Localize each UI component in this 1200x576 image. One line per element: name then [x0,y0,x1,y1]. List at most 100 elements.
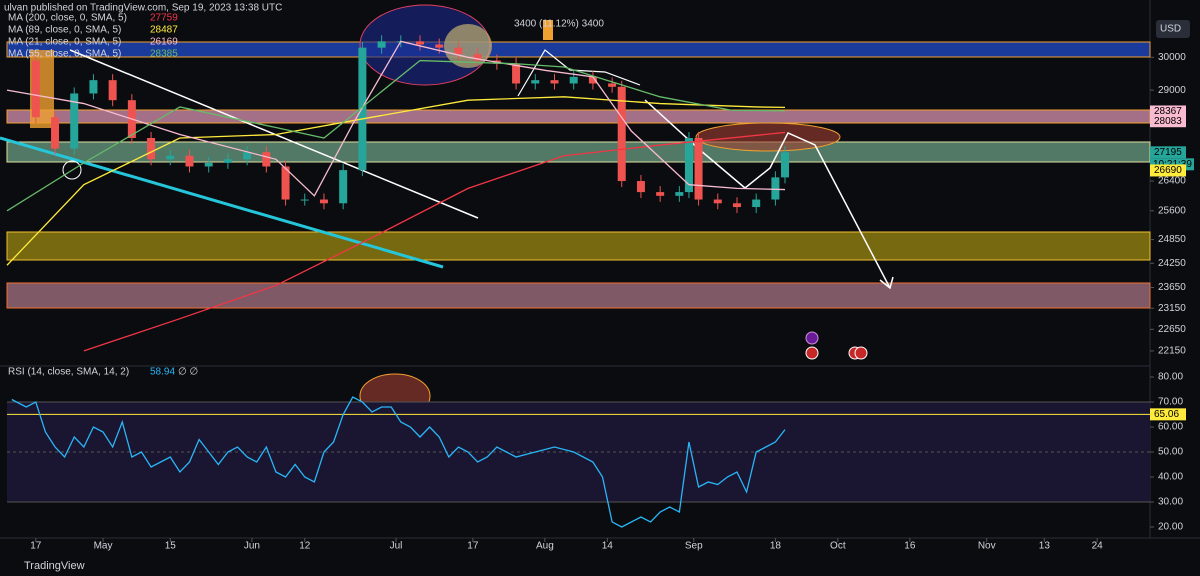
candle [166,155,175,160]
candle [531,80,540,84]
x-tick-label: Sep [685,541,703,552]
candle [31,60,40,118]
range-note: 3400 (11.12%) 3400 [514,19,604,30]
x-tick-label: May [94,541,113,552]
candle [608,83,617,87]
candle [684,138,693,193]
candle [300,199,309,201]
x-tick-label: 15 [165,541,177,552]
candle [358,47,367,171]
x-tick-label: 18 [770,541,782,552]
candle [339,170,348,204]
y-tick-label: 30000 [1158,52,1186,63]
y-tick-label: 30.00 [1158,497,1183,508]
candle [435,44,444,48]
currency-button[interactable] [1156,20,1190,38]
event-icon [805,331,819,345]
candle [454,47,463,55]
level-marker [1150,408,1186,421]
candle [675,192,684,196]
price-marker-label: 26690 [1154,165,1182,176]
price-marker-label: 27195 [1154,147,1182,158]
marks: 22150 22650 23150 23650 24250 24850 25600 26400… [6,13,1194,552]
price-marker [1150,164,1186,177]
currency[interactable]: USD [1160,24,1181,35]
countdown: 10:21:39 [1153,159,1192,170]
y-tick-label: 22150 [1158,346,1186,357]
candle [512,63,521,84]
legend-name: MA (200, close, 0, SMA, 5) [8,13,127,24]
footer-logo: TradingView [24,560,85,572]
candle [281,166,290,200]
ellipse [695,122,841,152]
y-tick-label: 22650 [1158,324,1186,335]
candle [473,54,482,61]
legend-name: MA (21, close, 0, SMA, 5) [8,37,121,48]
ma-line [83,131,786,352]
y-tick-label: 25600 [1158,205,1186,216]
legend-value: 27759 [150,13,178,24]
legend-value: 28487 [150,25,178,36]
candle [108,80,117,101]
level-label: 65.06 [1154,409,1179,420]
circle [62,160,82,180]
candle [416,41,425,45]
candle [752,199,761,208]
x-tick-label: 17 [30,541,42,552]
y-tick-label: 24250 [1158,258,1186,269]
price-marker [1150,146,1186,159]
rsi-line [11,396,786,528]
rsi-suffix: ∅ ∅ [178,367,198,378]
candle [617,86,626,182]
zone [6,282,1151,309]
candle [262,152,271,167]
candle [223,159,232,163]
candle [771,177,780,200]
candle [588,76,597,84]
candle [147,138,156,160]
legend-name: MA (55, close, 0, SMA, 5) [8,49,121,60]
y-tick-label: 60.00 [1158,422,1183,433]
event-icon [805,346,819,360]
candle [70,93,79,149]
y-tick-label: 50.00 [1158,447,1183,458]
x-tick-label: 14 [602,541,614,552]
y-tick-label: 29000 [1158,85,1186,96]
price-marker [1150,105,1186,118]
event-icon [854,346,868,360]
y-tick-label: 40.00 [1158,472,1183,483]
x-tick-label: Nov [978,541,996,552]
x-tick-label: Jul [390,541,403,552]
candle [185,155,194,167]
y-tick-label: 20.00 [1158,522,1183,533]
price-marker [1150,115,1186,128]
zone [6,141,1151,163]
x-tick-label: 17 [467,541,479,552]
marker [543,20,553,40]
price-marker-label: 28083 [1154,116,1182,127]
trendline [0,136,444,269]
rsi-title: RSI (14, close, SMA, 14, 2) [8,367,129,378]
header: ulvan published on TradingView.com, Sep … [4,3,282,14]
x-tick-label: Jun [244,541,260,552]
y-tick-label: 24850 [1158,234,1186,245]
zone [6,41,1151,58]
x-tick-label: 16 [904,541,916,552]
candle [636,181,645,193]
legend-name: MA (89, close, 0, SMA, 5) [8,25,121,36]
candle [243,152,252,160]
candle [204,162,213,167]
candle [713,199,722,204]
zone [6,109,1151,124]
candle [51,117,60,149]
candle [89,80,98,94]
candle [550,80,559,84]
zone [6,231,1151,261]
ma-line [6,40,786,197]
x-tick-label: Oct [830,541,846,552]
candle [732,203,741,208]
x-tick-label: 24 [1092,541,1104,552]
candle [569,76,578,84]
candle [781,152,790,178]
